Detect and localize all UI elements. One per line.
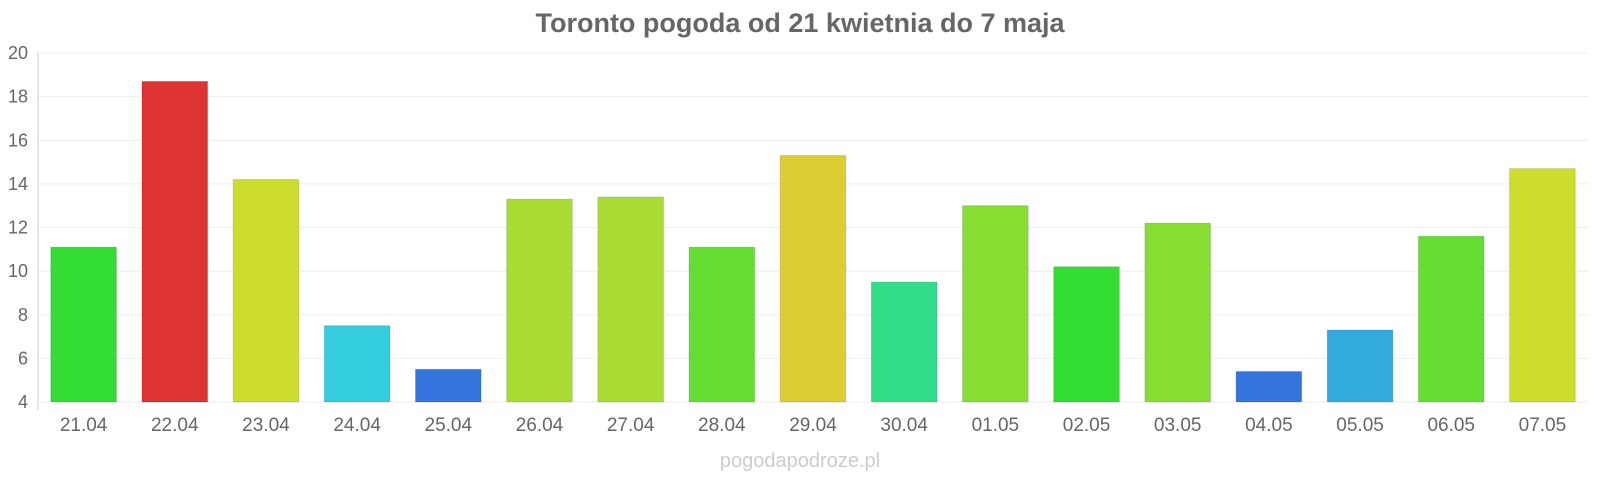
bars	[50, 80, 1576, 403]
x-tick-label: 24.04	[333, 415, 381, 436]
x-tick-label: 02.05	[1063, 415, 1111, 436]
y-tick-label: 6	[18, 348, 28, 368]
bar-29.04	[779, 155, 847, 403]
bar-03.05	[1144, 222, 1212, 403]
bar-02.05	[1053, 266, 1120, 403]
bar-06.05	[1417, 235, 1485, 403]
x-tick-label: 26.04	[516, 415, 564, 436]
y-tick-label: 18	[8, 87, 28, 107]
y-tick-label: 8	[18, 305, 28, 325]
bar-25.04	[414, 368, 482, 403]
x-tick-label: 06.05	[1427, 415, 1475, 436]
y-tick-label: 14	[8, 174, 28, 194]
x-tick-label: 03.05	[1154, 415, 1202, 436]
bar-04.05	[1235, 370, 1303, 403]
bar-24.04	[323, 325, 391, 403]
bar-30.04	[870, 281, 938, 403]
bar-05.05	[1326, 329, 1394, 403]
bar-26.04	[506, 198, 573, 403]
y-tick-label: 10	[8, 261, 28, 281]
bar-23.04	[232, 179, 300, 403]
x-tick-label: 05.05	[1336, 415, 1384, 436]
x-tick-label: 27.04	[607, 415, 655, 436]
x-tick-label: 04.05	[1245, 415, 1293, 436]
y-tick-label: 4	[18, 392, 28, 412]
x-tick-label: 22.04	[151, 415, 199, 436]
x-tick-label: 25.04	[425, 415, 473, 436]
y-tick-label: 20	[8, 43, 28, 63]
bar-27.04	[597, 196, 664, 403]
x-tick-label: 07.05	[1519, 415, 1567, 436]
bar-28.04	[688, 246, 756, 403]
bar-22.04	[141, 80, 209, 403]
x-tick-label: 21.04	[60, 415, 108, 436]
chart-title: Toronto pogoda od 21 kwietnia do 7 maja	[535, 8, 1065, 38]
y-tick-label: 16	[8, 130, 28, 150]
x-tick-label: 28.04	[698, 415, 746, 436]
bar-07.05	[1509, 168, 1576, 403]
bar-21.04	[50, 246, 117, 403]
x-tick-labels: 21.04 22.04 23.04 24.04 25.04 26.04 27.04 28.04…	[60, 415, 1566, 436]
x-tick-label: 23.04	[242, 415, 290, 436]
x-tick-label: 29.04	[789, 415, 837, 436]
y-tick-labels: 4 6 8 10 12 14 16 18 20	[8, 43, 28, 412]
x-tick-label: 01.05	[972, 415, 1020, 436]
bar-01.05	[962, 205, 1029, 403]
y-tick-label: 12	[8, 218, 28, 238]
watermark: pogodapodroze.pl	[719, 450, 881, 472]
x-tick-label: 30.04	[880, 415, 928, 436]
